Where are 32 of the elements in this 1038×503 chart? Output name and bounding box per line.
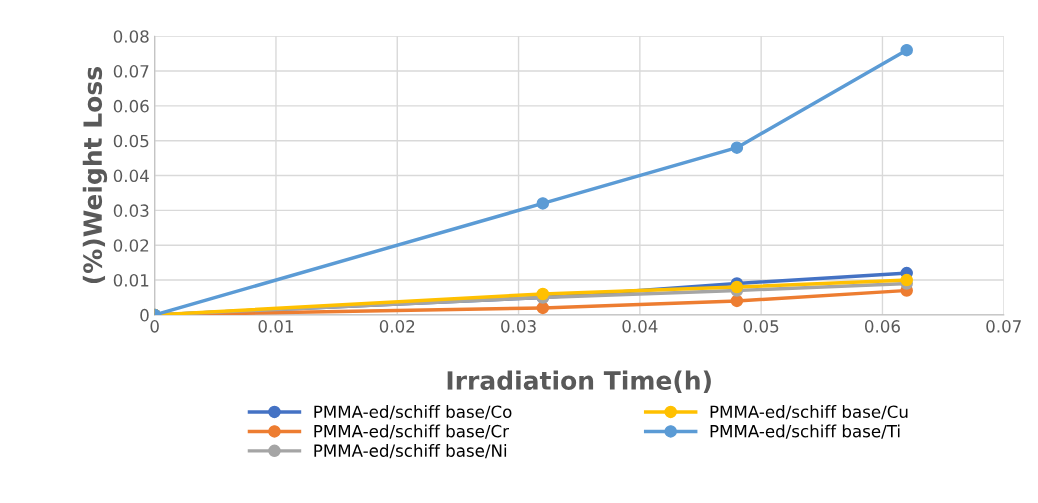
y-tick-label: 0.07 [113, 65, 149, 78]
y-tick-label: 0 [140, 308, 149, 322]
legend-label: PMMA-ed/schiff base/Cu [710, 405, 908, 420]
y-tick-label: 0.02 [113, 239, 149, 252]
y-axis-title: (%)Weight Loss [82, 67, 108, 284]
x-tick-label: 0.01 [258, 320, 293, 333]
point [730, 280, 744, 294]
y-tick-label: 0.04 [113, 169, 149, 183]
x-tick-label: 0.05 [743, 320, 779, 333]
y-tick-label: 0.01 [113, 274, 149, 287]
point [730, 294, 744, 308]
x-tick-label: 0 [150, 320, 159, 333]
x-axis-title: Irradiation Time(h) [447, 370, 711, 393]
x-tick-label: 0.06 [864, 320, 900, 333]
y-tick-label: 0.06 [113, 99, 149, 113]
legend-label: PMMA-ed/schiff base/Ni [314, 444, 507, 459]
point [536, 197, 550, 210]
y-tick-label: 0.05 [113, 134, 149, 148]
y-tick-label: 0.03 [113, 204, 149, 217]
y-tick-label: 0.08 [113, 30, 149, 43]
point [900, 273, 913, 287]
point [536, 301, 550, 315]
x-tick-label: 0.03 [501, 320, 536, 333]
x-tick-label: 0.02 [379, 320, 415, 333]
point [730, 141, 744, 154]
point [536, 287, 550, 301]
x-tick-label: 0.07 [986, 320, 1021, 333]
legend-label: PMMA-ed/schiff base/Cr [314, 424, 510, 439]
x-tick-label: 0.04 [622, 320, 658, 333]
point [900, 43, 913, 57]
legend-label: PMMA-ed/schiff base/Co [314, 405, 512, 420]
legend-label: PMMA-ed/schiff base/Ti [710, 424, 900, 439]
